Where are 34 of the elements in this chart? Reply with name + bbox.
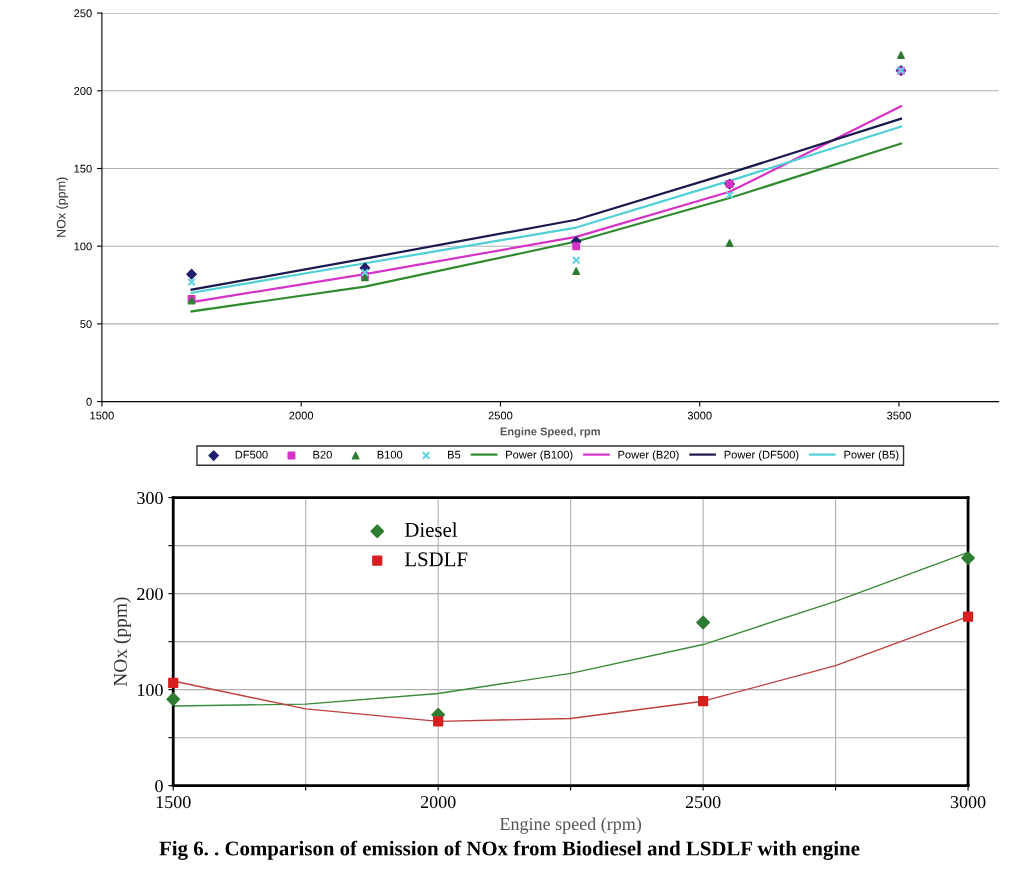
y-tick-label: 100 <box>138 683 163 697</box>
legend-label: Power (B5) <box>844 450 899 461</box>
legend-label: Power (B20) <box>618 450 679 461</box>
legend-label: LSDLF <box>404 552 468 567</box>
x-tick-label: 3000 <box>950 795 986 809</box>
y-tick-label: 50 <box>80 320 92 329</box>
y-tick-label: 250 <box>74 9 92 18</box>
x-tick-label: 2500 <box>685 795 721 809</box>
x-tick-label: 1500 <box>90 411 114 420</box>
x-tick-label: 3500 <box>887 411 911 420</box>
legend-label: B5 <box>448 450 461 459</box>
y-tick-label: 0 <box>155 779 163 793</box>
legend-label: Diesel <box>404 522 458 537</box>
legend-label: B20 <box>313 450 332 459</box>
legend-label: B100 <box>377 450 403 459</box>
y-axis-title: NOx (ppm) <box>113 597 131 687</box>
legend-label: Power (B100) <box>506 450 573 461</box>
y-tick-label: 300 <box>137 491 163 505</box>
y-tick-label: 200 <box>137 587 163 601</box>
x-tick-label: 3000 <box>687 411 712 420</box>
x-tick-label: 1500 <box>156 795 191 809</box>
y-tick-label: 100 <box>74 242 92 251</box>
legend-label: DF500 <box>235 450 268 459</box>
x-tick-label: 2000 <box>289 411 314 420</box>
y-axis-title: NOx (ppm) <box>56 177 69 237</box>
x-tick-label: 2000 <box>420 795 456 809</box>
caption: Fig 6. . Comparison of emission of NOx from Biodiesel and LSDLF with engine <box>159 840 860 860</box>
y-tick-label: 0 <box>86 397 92 406</box>
x-axis-title: Engine speed (rpm) <box>499 817 642 834</box>
legend-label: Power (DF500) <box>724 450 799 461</box>
x-axis-title: Engine Speed, rpm <box>500 427 600 438</box>
y-tick-label: 200 <box>74 87 92 95</box>
y-tick-label: 150 <box>74 164 92 173</box>
x-tick-label: 2500 <box>488 411 513 420</box>
